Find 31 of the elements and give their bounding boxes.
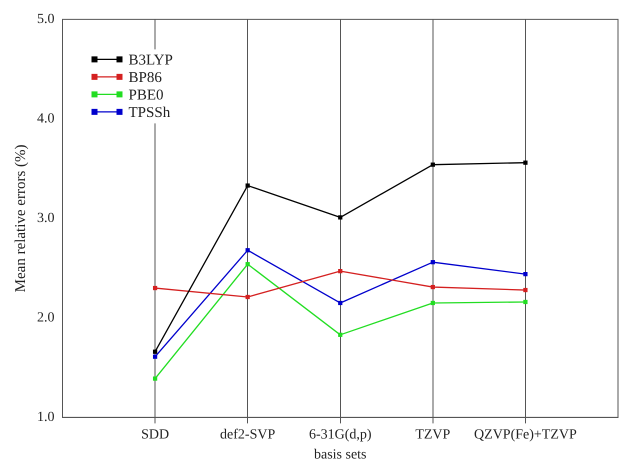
x-axis-title: basis sets (314, 447, 366, 462)
x-tick-label: def2-SVP (220, 427, 276, 442)
point (430, 300, 435, 306)
point (246, 294, 250, 300)
x-tick-label: QZVP(Fe)+TZVP (474, 427, 578, 442)
y-tick-label: 1.0 (37, 410, 54, 426)
point (246, 262, 250, 266)
point (338, 332, 342, 337)
point (430, 162, 435, 167)
point (430, 284, 435, 290)
y-axis-title: Mean relative errors (%) (12, 144, 29, 292)
y-tick-label: 4.0 (37, 112, 54, 127)
legend-label: B3LYP (128, 52, 173, 68)
point (338, 269, 342, 274)
point (338, 215, 342, 220)
point (152, 354, 158, 359)
legend-label: TPSSh (128, 104, 171, 121)
point (338, 300, 342, 306)
point (246, 183, 250, 188)
point (246, 248, 250, 252)
legend-label: BP86 (128, 70, 162, 86)
y-tick-label: 3.0 (37, 211, 54, 226)
point (523, 160, 528, 165)
y-tick-label: 5.0 (37, 12, 54, 28)
legend-label: PBE0 (128, 87, 164, 104)
point (152, 350, 158, 354)
x-tick-label: TZVP (415, 427, 451, 442)
point (430, 260, 435, 264)
x-tick-label: 6-31G(d,p) (308, 427, 372, 442)
y-tick-label: 2.0 (37, 310, 54, 326)
x-tick-label: SDD (141, 427, 170, 442)
